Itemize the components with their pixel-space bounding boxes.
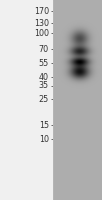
Bar: [53, 0, 102, 200]
Text: 40: 40: [39, 72, 49, 82]
Text: 70: 70: [39, 45, 49, 53]
Text: 35: 35: [39, 81, 49, 90]
Text: 170: 170: [34, 6, 49, 16]
Text: 15: 15: [39, 120, 49, 130]
Text: 25: 25: [39, 95, 49, 104]
Text: 55: 55: [39, 58, 49, 68]
Text: 130: 130: [34, 19, 49, 27]
Text: 100: 100: [34, 28, 49, 38]
Bar: [0, 0, 53, 200]
Text: 10: 10: [39, 134, 49, 144]
